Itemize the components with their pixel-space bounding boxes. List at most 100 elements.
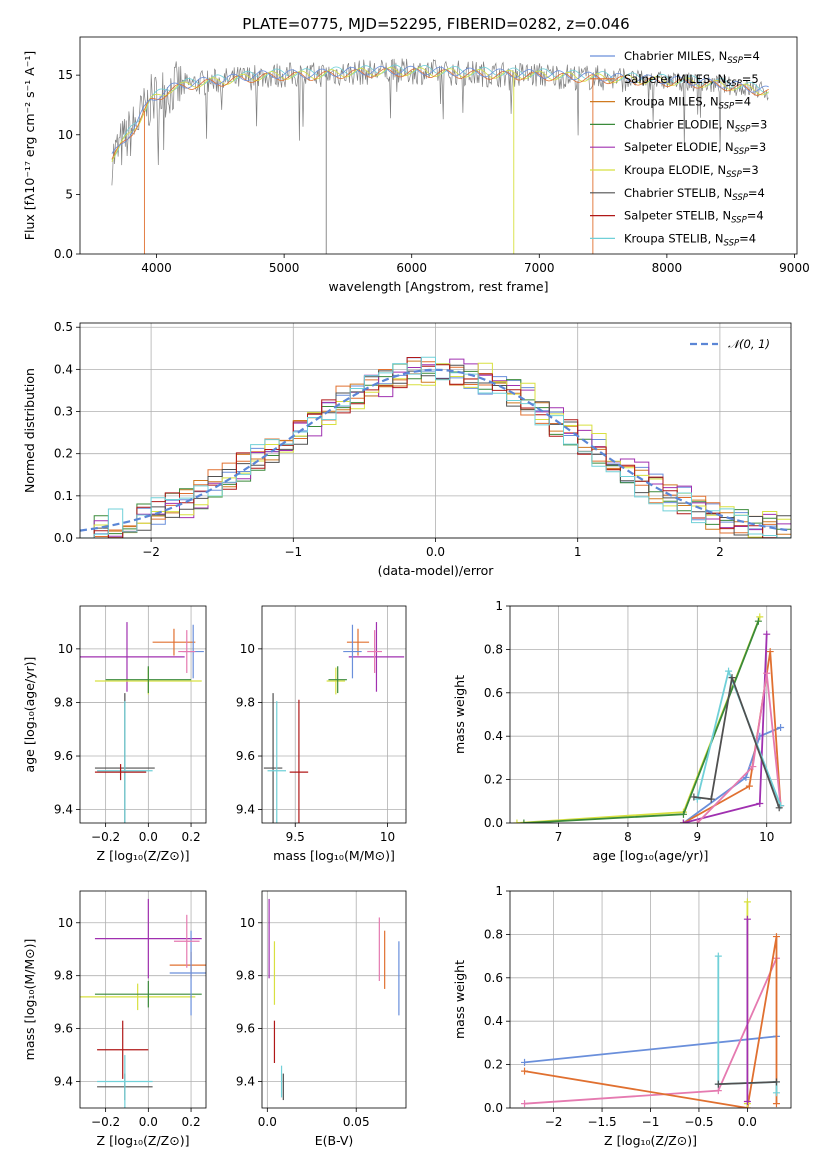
legend-label: Kroupa ELODIE, NSSP=3 xyxy=(624,163,759,180)
errorbar-point xyxy=(173,914,200,968)
mass-weight-marker xyxy=(772,933,780,941)
y-tick-label: 9.6 xyxy=(236,1022,255,1036)
axes-frame xyxy=(261,890,407,1109)
x-axis-label: Z [log₁₀(Z/Z⊙)] xyxy=(97,1133,190,1148)
mass-weight-marker xyxy=(754,617,762,625)
errorbar-point xyxy=(178,630,196,673)
errorbar-point xyxy=(94,980,202,1008)
x-axis-label: Z [log₁₀(Z/Z⊙)] xyxy=(604,1133,697,1148)
model-spectrum-line xyxy=(111,68,769,160)
y-tick-label: 0.1 xyxy=(54,489,73,503)
y-tick-label: 9.6 xyxy=(54,749,73,763)
errorbar-point xyxy=(80,983,196,1011)
x-axis-label: Z [log₁₀(Z/Z⊙)] xyxy=(97,848,190,863)
legend-label: Salpeter ELODIE, NSSP=3 xyxy=(624,140,766,157)
axes-frame xyxy=(79,36,798,255)
x-axis-label: wavelength [Angstrom, rest frame] xyxy=(328,279,548,294)
legend-label: Kroupa STELIB, NSSP=4 xyxy=(624,231,756,248)
errorbar-point xyxy=(367,630,382,673)
mass-weight-marker xyxy=(772,1089,780,1097)
y-tick-label: 0.6 xyxy=(484,971,503,985)
mass-weight-marker xyxy=(707,795,715,803)
mass-weight-line xyxy=(696,673,782,823)
x-tick-label: 0.0 xyxy=(139,830,158,844)
x-tick-label: 0.0 xyxy=(258,1115,277,1129)
model-spectrum-line xyxy=(111,65,769,154)
mass-weight-marker xyxy=(728,674,736,682)
y-axis-label: Flux [fλ10⁻¹⁷ erg cm⁻² s⁻¹ A⁻¹] xyxy=(22,51,37,240)
mass-weight-marker xyxy=(693,819,701,823)
mass-weight-marker xyxy=(714,1087,722,1095)
axes-massweight_vs_Z: −2 −1.5 −1 −0.5 0.0 0.0 0.2 0.4 0.6 0.8 1 Z [log₁₀(… xyxy=(452,884,792,1148)
y-tick-label: 9.8 xyxy=(236,969,255,983)
y-tick-label: 9.8 xyxy=(54,695,73,709)
plot-area xyxy=(80,622,204,823)
mass-weight-marker xyxy=(521,1058,529,1066)
y-tick-label: 9.6 xyxy=(236,749,255,763)
x-axis-label: E(B-V) xyxy=(315,1133,354,1148)
x-tick-label: 7000 xyxy=(524,261,555,275)
mass-weight-marker xyxy=(520,819,528,823)
y-tick-label: 0.3 xyxy=(54,405,73,419)
mass-weight-marker xyxy=(690,793,698,801)
mass-weight-marker xyxy=(521,1100,529,1108)
y-tick-label: 0.0 xyxy=(54,247,73,261)
axes-age_vs_mass: 9.5 10 9.4 9.6 9.8 10 mass [log₁₀(M/M⊙)] xyxy=(236,605,407,863)
mass-weight-line xyxy=(524,1035,777,1064)
x-tick-label: 8 xyxy=(624,830,632,844)
mass-weight-marker xyxy=(763,630,771,638)
errorbar-point xyxy=(348,622,405,692)
y-tick-label: 9.4 xyxy=(236,803,255,817)
y-tick-label: 10 xyxy=(58,642,73,656)
normal-curve xyxy=(80,368,791,532)
mass-weight-line xyxy=(693,674,781,809)
mass-weight-marker xyxy=(775,804,783,812)
x-tick-label: −0.2 xyxy=(91,830,120,844)
residual-histogram-step xyxy=(80,356,791,538)
axes-mass_vs_Z: −0.2 0.0 0.2 9.4 9.6 9.8 10 Z [log₁₀(Z/Z⊙)] mass… xyxy=(22,890,207,1148)
errorbar-point xyxy=(94,898,202,979)
x-tick-label: 8000 xyxy=(652,261,683,275)
errorbar-point xyxy=(152,628,196,656)
x-tick-label: −0.2 xyxy=(91,1115,120,1129)
x-tick-label: −0.5 xyxy=(684,1115,713,1129)
legend-label: Chabrier ELODIE, NSSP=3 xyxy=(624,117,767,134)
x-tick-label: −2 xyxy=(142,545,160,559)
y-tick-label: 0.0 xyxy=(484,816,503,830)
model-spectrum-line xyxy=(111,66,769,162)
errorbar-point xyxy=(94,764,147,781)
mass-weight-marker xyxy=(756,799,764,807)
plot-area xyxy=(521,898,780,1108)
y-tick-label: 0.6 xyxy=(484,686,503,700)
plot-area xyxy=(513,613,785,823)
axes-mass_vs_EBV: 0.0 0.05 9.4 9.6 9.8 10 E(B-V) xyxy=(236,890,407,1148)
y-tick-label: 0.4 xyxy=(484,1014,503,1028)
axes-frame xyxy=(79,890,207,1109)
spectrum-legend: Chabrier MILES, NSSP=4 Salpeter MILES, NS… xyxy=(590,49,767,248)
y-tick-label: 9.4 xyxy=(236,1075,255,1089)
y-tick-label: 10 xyxy=(240,642,255,656)
x-tick-label: −1 xyxy=(284,545,302,559)
legend-label: Chabrier STELIB, NSSP=4 xyxy=(624,186,765,203)
x-tick-label: 0.2 xyxy=(182,830,201,844)
errorbar-point xyxy=(263,693,283,823)
mass-weight-marker xyxy=(743,1097,751,1105)
x-tick-label: 1 xyxy=(574,545,582,559)
mass-weight-marker xyxy=(714,952,722,960)
plot-area xyxy=(80,356,791,538)
y-tick-label: 5 xyxy=(65,187,73,201)
x-tick-label: 5000 xyxy=(269,261,300,275)
errorbar-point xyxy=(97,1055,153,1108)
legend-label: Salpeter STELIB, NSSP=4 xyxy=(624,209,764,226)
x-tick-label: −1 xyxy=(642,1115,660,1129)
y-axis-label: age [log₁₀(age/yr)] xyxy=(22,657,37,773)
x-axis-label: (data-model)/error xyxy=(378,563,495,578)
x-tick-label: 10 xyxy=(759,830,774,844)
mass-weight-marker xyxy=(777,724,785,732)
x-tick-label: 9 xyxy=(694,830,702,844)
y-tick-label: 9.8 xyxy=(236,695,255,709)
errorbar-point xyxy=(105,666,192,694)
y-tick-label: 9.6 xyxy=(54,1022,73,1036)
errorbar-point xyxy=(289,699,309,823)
mass-weight-marker xyxy=(521,1067,529,1075)
